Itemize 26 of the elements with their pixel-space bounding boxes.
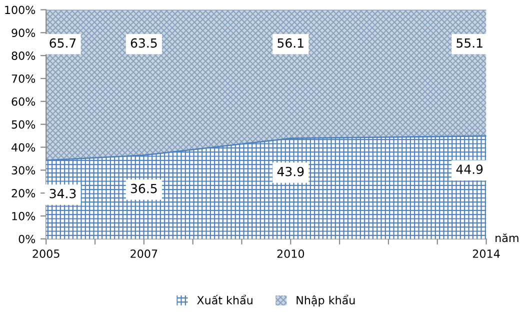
y-tick-label: 70% bbox=[12, 74, 36, 83]
legend-label: Xuất khẩu bbox=[197, 294, 252, 304]
y-tick-label: 40% bbox=[12, 143, 36, 152]
x-axis-title: năm bbox=[496, 233, 518, 242]
data-label: 56.1 bbox=[278, 38, 304, 48]
data-label: 65.7 bbox=[50, 38, 76, 48]
y-tick-label: 90% bbox=[12, 28, 36, 38]
y-tick-label: 30% bbox=[12, 166, 36, 175]
y-tick-label: 50% bbox=[12, 120, 36, 129]
data-label: 34.3 bbox=[50, 188, 76, 198]
data-label: 36.5 bbox=[130, 184, 157, 194]
data-label: 55.1 bbox=[456, 38, 482, 48]
legend-label: Nhập khẩu bbox=[296, 294, 355, 307]
x-tick-label: 2007 bbox=[130, 249, 158, 258]
x-tick-label: 2005 bbox=[32, 249, 60, 258]
y-tick-label: 0% bbox=[18, 234, 36, 244]
y-tick-label: 10% bbox=[12, 212, 36, 220]
x-tick-label: 2014 bbox=[472, 249, 500, 258]
data-label: 43.9 bbox=[277, 166, 304, 176]
y-tick-label: 80% bbox=[12, 52, 36, 60]
x-tick-label: 2010 bbox=[277, 249, 304, 258]
y-tick-label: 100% bbox=[5, 6, 36, 14]
data-label: 44.9 bbox=[456, 164, 483, 174]
y-tick-label: 60% bbox=[12, 97, 36, 106]
data-label: 63.5 bbox=[130, 38, 157, 48]
y-tick-label: 20% bbox=[12, 189, 36, 198]
